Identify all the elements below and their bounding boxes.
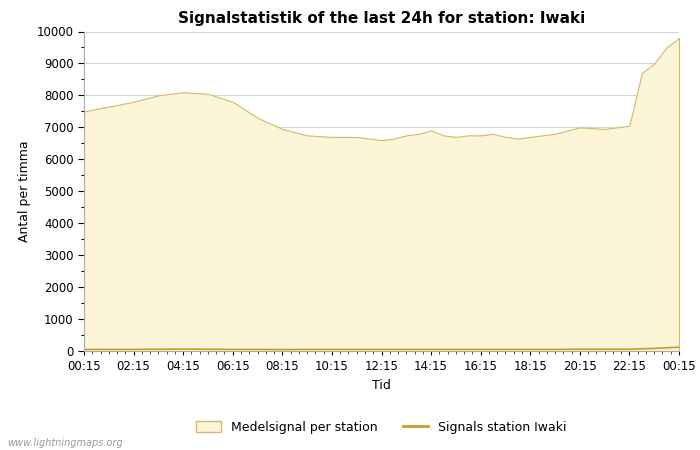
X-axis label: Tid: Tid — [372, 378, 391, 392]
Y-axis label: Antal per timma: Antal per timma — [18, 140, 31, 242]
Legend: Medelsignal per station, Signals station Iwaki: Medelsignal per station, Signals station… — [190, 415, 573, 440]
Text: www.lightningmaps.org: www.lightningmaps.org — [7, 438, 122, 448]
Title: Signalstatistik of the last 24h for station: Iwaki: Signalstatistik of the last 24h for stat… — [178, 11, 585, 26]
